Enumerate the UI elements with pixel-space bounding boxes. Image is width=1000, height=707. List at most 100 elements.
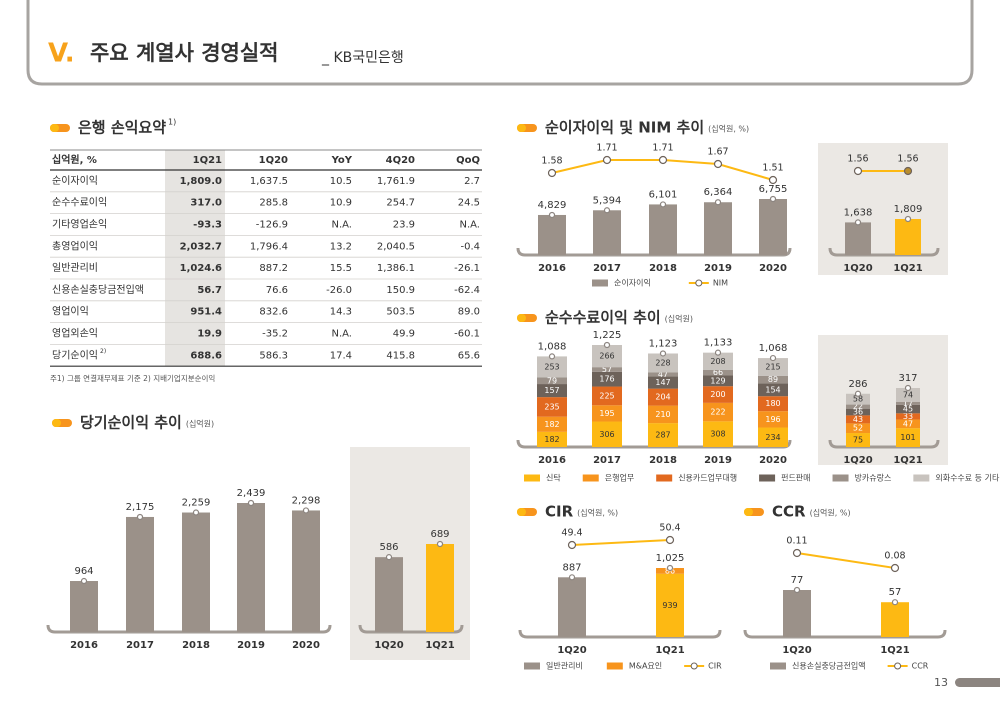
bar bbox=[703, 421, 733, 447]
page-bar bbox=[955, 678, 1000, 687]
value-label: 0.08 bbox=[884, 551, 905, 562]
cell: 65.6 bbox=[458, 350, 480, 361]
segment-label: 45 bbox=[903, 405, 913, 414]
bar-marker bbox=[80, 577, 88, 585]
bar-marker bbox=[891, 599, 899, 606]
bar bbox=[758, 427, 788, 447]
segment-label: 180 bbox=[765, 399, 780, 408]
bar-marker bbox=[568, 574, 576, 581]
legend-label: 방카슈랑스 bbox=[855, 473, 892, 483]
bar bbox=[182, 512, 210, 632]
bar bbox=[896, 428, 920, 447]
value-label: 1.71 bbox=[652, 143, 673, 154]
bar bbox=[70, 581, 98, 632]
total-label: 286 bbox=[848, 379, 867, 390]
bar-marker bbox=[769, 195, 777, 203]
bar bbox=[758, 358, 788, 376]
segment-label: 306 bbox=[599, 430, 614, 439]
column-header: 1Q21 bbox=[193, 155, 222, 166]
category-label: 2016 bbox=[538, 263, 566, 274]
chart-unit: (십억원, %) bbox=[577, 508, 618, 518]
section-title-note: 1) bbox=[168, 118, 176, 127]
legend-label: 일반관리비 bbox=[546, 661, 583, 671]
bar bbox=[758, 383, 788, 397]
column-header: 십억원, % bbox=[52, 153, 97, 166]
line-marker bbox=[658, 155, 668, 165]
category-label: 1Q20 bbox=[843, 455, 872, 466]
bar bbox=[846, 404, 870, 409]
bar bbox=[592, 345, 622, 368]
chart-unit: (십억원, %) bbox=[708, 124, 749, 134]
cell: 951.4 bbox=[190, 307, 222, 318]
total-label: 317 bbox=[898, 373, 917, 384]
cell: 415.8 bbox=[386, 350, 415, 361]
segment-label: 195 bbox=[599, 409, 614, 418]
column-header: YoY bbox=[331, 155, 353, 166]
bar bbox=[758, 375, 788, 384]
cell: 1,809.0 bbox=[180, 176, 222, 187]
segment-label: 17 bbox=[903, 399, 913, 408]
bar bbox=[375, 557, 403, 632]
segment-label: 182 bbox=[544, 420, 559, 429]
baseline bbox=[518, 629, 722, 639]
segment-label: 196 bbox=[765, 415, 780, 424]
chart-title: 당기순이익 추이 bbox=[80, 414, 182, 432]
value-label: 5,394 bbox=[593, 195, 622, 206]
bar-marker bbox=[385, 554, 393, 561]
value-label: 2,175 bbox=[126, 502, 155, 513]
line-marker bbox=[547, 168, 557, 178]
category-label: 2020 bbox=[759, 455, 787, 466]
bar bbox=[538, 214, 566, 255]
segment-label: 228 bbox=[655, 358, 670, 367]
bar-marker bbox=[666, 564, 674, 572]
bar bbox=[783, 590, 811, 637]
bar-marker bbox=[714, 199, 722, 206]
header-subtitle: _ KB국민은행 bbox=[321, 50, 404, 66]
value-label: 1.56 bbox=[897, 154, 918, 165]
bar-marker bbox=[904, 215, 912, 223]
section-icon bbox=[52, 419, 61, 427]
bar bbox=[846, 433, 870, 447]
line-marker bbox=[768, 175, 778, 185]
value-label: 77 bbox=[791, 575, 804, 586]
segment-label: 147 bbox=[655, 378, 670, 387]
category-label: 2018 bbox=[649, 263, 677, 274]
value-label: 1.56 bbox=[847, 154, 868, 165]
value-label: 689 bbox=[430, 529, 449, 540]
section-icon bbox=[744, 508, 753, 516]
segment-label: 182 bbox=[544, 435, 559, 444]
total-label: 1,068 bbox=[759, 343, 788, 354]
segment-label: 36 bbox=[853, 408, 863, 417]
legend-swatch bbox=[656, 474, 673, 482]
highlight-column bbox=[165, 150, 225, 367]
row-label: 영업이익 bbox=[52, 305, 89, 318]
line-marker bbox=[713, 159, 723, 169]
cell: 1,796.4 bbox=[250, 241, 288, 252]
bar bbox=[703, 352, 733, 370]
line-marker bbox=[853, 166, 863, 176]
bar-marker bbox=[436, 540, 444, 548]
row-label: 총영업이익 bbox=[52, 239, 98, 252]
legend-label: M&A요인 bbox=[629, 661, 662, 671]
segment-label: 43 bbox=[853, 415, 863, 424]
cell: -35.2 bbox=[262, 329, 288, 340]
segment-label: 66 bbox=[713, 368, 723, 377]
bar bbox=[592, 421, 622, 447]
legend-swatch bbox=[759, 474, 776, 482]
bar bbox=[846, 408, 870, 416]
cell: -60.1 bbox=[454, 329, 480, 340]
total-label: 1,133 bbox=[704, 338, 733, 349]
section-number: V. bbox=[48, 39, 75, 69]
column-header: 4Q20 bbox=[386, 155, 415, 166]
total-label: 1,225 bbox=[593, 330, 622, 341]
segment-label: 129 bbox=[710, 376, 725, 385]
chart-title: CIR bbox=[545, 503, 574, 521]
chart-unit: (십억원, %) bbox=[810, 508, 851, 518]
legend-label: 신용손실충당금전입액 bbox=[792, 661, 866, 671]
category-label: 2020 bbox=[292, 640, 320, 651]
cell: N.A. bbox=[331, 220, 352, 231]
segment-label: 210 bbox=[655, 410, 670, 419]
segment-label: 101 bbox=[900, 433, 915, 442]
cell: -62.4 bbox=[454, 285, 480, 296]
